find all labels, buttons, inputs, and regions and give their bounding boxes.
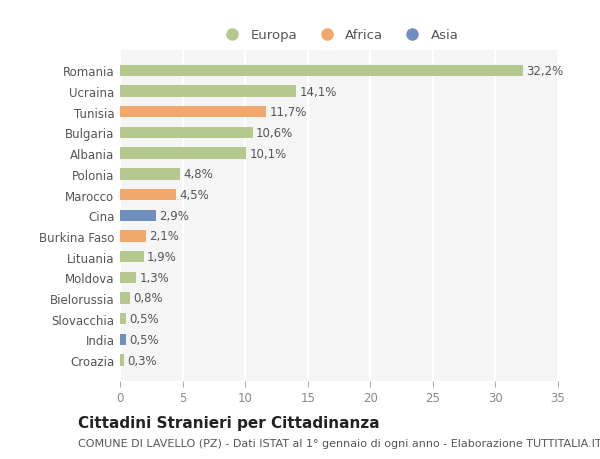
Text: 0,3%: 0,3% <box>127 354 157 367</box>
Bar <box>120 313 126 325</box>
Text: 4,8%: 4,8% <box>183 168 213 181</box>
Bar <box>120 210 156 221</box>
Text: 0,5%: 0,5% <box>130 313 159 325</box>
Bar <box>120 190 176 201</box>
Text: 0,5%: 0,5% <box>130 333 159 346</box>
Text: 1,9%: 1,9% <box>147 251 177 263</box>
Text: 11,7%: 11,7% <box>269 106 307 119</box>
Bar <box>120 107 266 118</box>
Bar <box>120 128 253 139</box>
Bar <box>120 66 523 77</box>
Text: 0,8%: 0,8% <box>133 292 163 305</box>
Bar <box>120 86 296 97</box>
Text: COMUNE DI LAVELLO (PZ) - Dati ISTAT al 1° gennaio di ogni anno - Elaborazione TU: COMUNE DI LAVELLO (PZ) - Dati ISTAT al 1… <box>78 438 600 448</box>
Legend: Europa, Africa, Asia: Europa, Africa, Asia <box>214 24 464 48</box>
Text: 1,3%: 1,3% <box>139 271 169 284</box>
Bar <box>120 272 136 283</box>
Text: 32,2%: 32,2% <box>526 65 563 78</box>
Bar <box>120 252 144 263</box>
Bar <box>120 293 130 304</box>
Bar <box>120 148 247 159</box>
Text: 2,1%: 2,1% <box>149 230 179 243</box>
Text: 10,6%: 10,6% <box>256 127 293 140</box>
Text: 10,1%: 10,1% <box>250 147 287 160</box>
Bar <box>120 334 126 345</box>
Text: 2,9%: 2,9% <box>160 209 189 222</box>
Bar <box>120 169 180 180</box>
Text: Cittadini Stranieri per Cittadinanza: Cittadini Stranieri per Cittadinanza <box>78 415 380 431</box>
Text: 4,5%: 4,5% <box>179 189 209 202</box>
Bar <box>120 355 124 366</box>
Text: 14,1%: 14,1% <box>299 85 337 98</box>
Bar <box>120 231 146 242</box>
